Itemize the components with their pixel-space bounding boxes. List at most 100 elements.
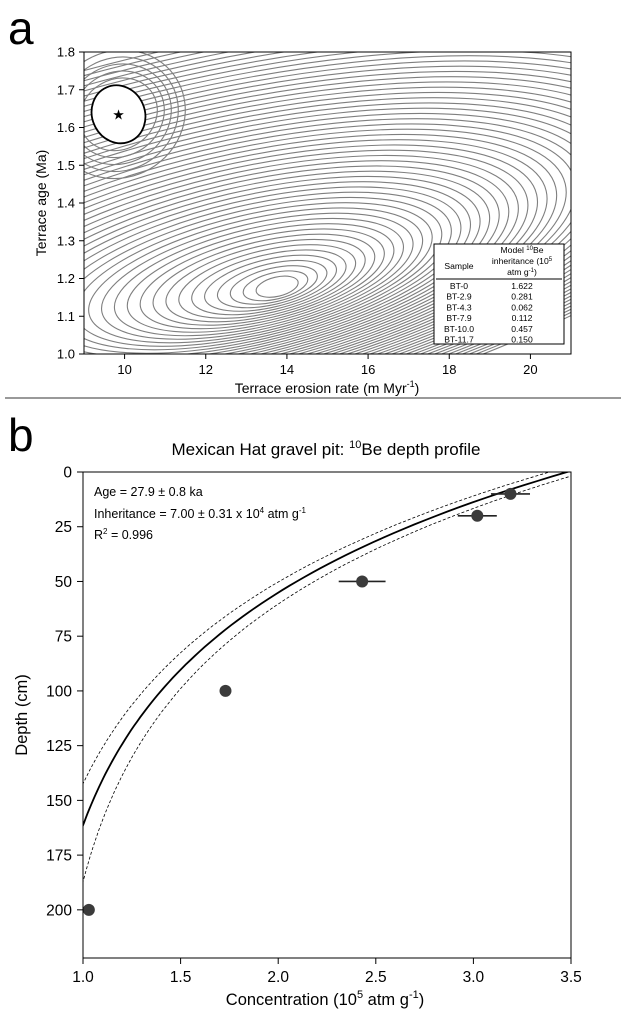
panel-b-points [82, 487, 531, 916]
inheritance-table: Sample Model 10Be inheritance (105 atm g… [433, 243, 565, 345]
contour-line [88, 207, 424, 344]
contour-line [84, 56, 179, 173]
contour-line [229, 265, 318, 305]
panel-a-ytick-label: 1.8 [57, 45, 75, 60]
panel-b-ytick-label: 200 [46, 902, 72, 919]
contour-line [84, 181, 472, 354]
panel-a-ytick-label: 1.5 [57, 158, 75, 173]
contour-line [84, 149, 529, 354]
panel-a-contours: ★ [84, 52, 571, 354]
panel-b-ytick-label: 175 [46, 848, 72, 865]
contour-line [84, 91, 571, 354]
panel-b-xtick-label: 1.0 [72, 969, 94, 986]
contour-line [178, 244, 357, 319]
contour-line [100, 212, 414, 340]
panel-b-ytick-label: 100 [46, 683, 72, 700]
panel-b-ylabel: Depth (cm) [13, 674, 31, 756]
panel-a-xtick-label: 16 [361, 362, 375, 377]
panel-a-xtick-label: 12 [199, 362, 213, 377]
best-fit-ellipse [90, 84, 147, 145]
data-point [82, 903, 95, 916]
fit-envelope-lower [83, 475, 571, 884]
contour-line [84, 81, 571, 354]
table-cell-sample: BT-11.7 [444, 335, 474, 345]
contour-line [84, 139, 548, 354]
contour-line [126, 223, 395, 333]
table-cell-sample: BT-10.0 [444, 324, 474, 334]
panel-a-ytick-label: 1.2 [57, 271, 75, 286]
contour-line [204, 254, 338, 312]
table-cell-sample: BT-2.9 [446, 292, 472, 302]
panel-b-ytick-label: 25 [55, 519, 72, 536]
contour-line [84, 154, 519, 354]
table-header-units: atm g-1) [507, 267, 537, 277]
table-header-inheritance: inheritance (105 [492, 256, 553, 266]
panel-a-letter: a [8, 2, 34, 54]
contour-line [84, 65, 571, 354]
table-frame [433, 243, 565, 345]
panel-a-xtick-label: 20 [523, 362, 537, 377]
table-cell-inheritance: 0.281 [511, 292, 533, 302]
table-cell-inheritance: 0.150 [511, 335, 533, 345]
panel-b-ytick-label: 125 [46, 738, 72, 755]
panel-b-xtick-label: 2.5 [365, 969, 387, 986]
panel-b-ytick-label: 75 [55, 629, 72, 646]
contour-line [84, 52, 571, 354]
panel-b-axes: 1.0 1.5 2.0 2.5 3.0 3.5 0 25 50 75 100 125 150 175 200 [46, 465, 582, 987]
contour-line [84, 55, 571, 354]
contour-line [84, 52, 186, 180]
panel-b-letter: b [8, 409, 34, 461]
contour-line [216, 259, 328, 309]
panel-a-xtick-label: 14 [280, 362, 294, 377]
panel-b-plot-frame [82, 471, 572, 959]
contour-line [84, 52, 571, 354]
contour-line [84, 102, 571, 354]
contour-line [84, 133, 558, 354]
contour-line [84, 52, 571, 354]
panel-a-ytick-label: 1.7 [57, 82, 75, 97]
table-header-sample: Sample [444, 261, 473, 271]
panel-b-xtick-label: 2.0 [267, 969, 289, 986]
contour-line [84, 52, 571, 354]
panel-a-ytick-label: 1.3 [57, 233, 75, 248]
panel-b-ytick-label: 150 [46, 793, 72, 810]
contour-line [84, 70, 165, 159]
data-point [356, 575, 369, 588]
annotation-r2: R2 = 0.996 [94, 527, 153, 542]
contour-line [84, 170, 491, 354]
contour-line [84, 196, 443, 351]
panel-a-xtick-label: 18 [442, 362, 456, 377]
panel-a-ytick-label: 1.0 [57, 347, 75, 362]
contour-line [165, 238, 366, 323]
table-rows: BT-0 1.622 BT-2.9 0.281 BT-4.3 0.062 BT-7.9 0.1… [444, 281, 533, 345]
panel-b-xtick-label: 3.5 [560, 969, 582, 986]
panel-a-axes: 10 12 14 16 18 20 1.0 1.1 1.2 1.3 1.4 1.5 1.6 1.7 1.8 [57, 45, 538, 378]
contour-line [255, 275, 299, 298]
panel-a-ylabel: Terrace age (Ma) [33, 150, 49, 257]
table-cell-sample: BT-4.3 [446, 302, 472, 312]
best-fit-star-icon: ★ [112, 106, 125, 122]
contour-line [84, 175, 481, 354]
contour-line [84, 86, 571, 354]
data-point [471, 509, 484, 522]
annotation-age: Age = 27.9 ± 0.8 ka [94, 485, 203, 499]
contour-line [84, 112, 571, 354]
panel-a-ytick-label: 1.6 [57, 120, 75, 135]
contour-line [84, 76, 571, 354]
panel-a-xtick-label: 10 [117, 362, 131, 377]
data-point [504, 487, 517, 500]
table-cell-sample: BT-0 [450, 281, 468, 291]
contour-line [84, 52, 571, 354]
contour-line [84, 186, 462, 354]
panel-a-xlabel: Terrace erosion rate (m Myr-1) [235, 379, 420, 396]
panel-a-ytick-label: 1.1 [57, 309, 75, 324]
panel-b-xlabel: Concentration (105 atm g-1) [226, 989, 424, 1009]
table-cell-inheritance: 0.457 [511, 324, 533, 334]
contour-line [84, 202, 433, 347]
contour-line [84, 118, 571, 354]
panel-a-ytick-label: 1.4 [57, 196, 75, 211]
contour-line [84, 52, 571, 354]
contour-line [152, 233, 376, 326]
contour-line [191, 249, 347, 316]
